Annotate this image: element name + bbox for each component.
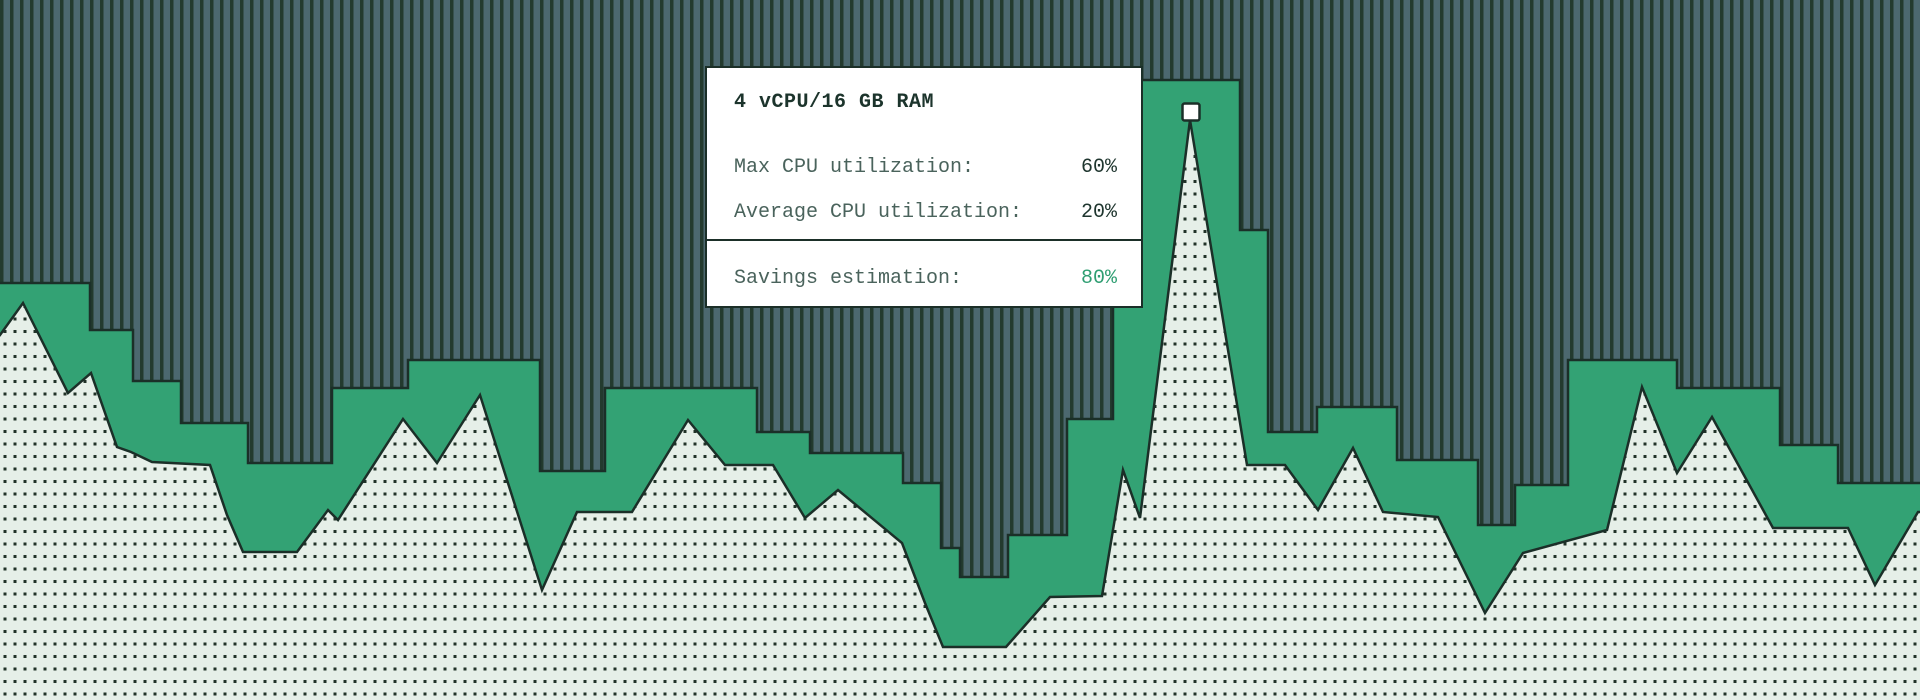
tooltip-row-avg-cpu: Average CPU utilization: 20% [707, 200, 1141, 226]
tooltip-row-savings: Savings estimation: 80% [707, 266, 1141, 292]
max-cpu-label: Max CPU utilization: [734, 156, 975, 179]
savings-label: Savings estimation: [734, 267, 963, 290]
avg-cpu-value: 20% [1080, 201, 1117, 224]
tooltip-title: 4 vCPU/16 GB RAM [734, 91, 935, 114]
tooltip-row-max-cpu: Max CPU utilization: 60% [707, 155, 1141, 181]
capacity-step-edge [0, 78, 1920, 579]
tooltip-divider [704, 239, 1143, 241]
cpu-utilization-line [0, 119, 1920, 649]
tooltip-card: 4 vCPU/16 GB RAM Max CPU utilization: 60… [704, 66, 1143, 308]
max-cpu-value: 60% [1080, 156, 1117, 179]
avg-cpu-label: Average CPU utilization: [734, 201, 1023, 224]
savings-value: 80% [1080, 267, 1117, 290]
provisioned-headroom-area [0, 80, 1920, 647]
peak-marker [1181, 102, 1201, 122]
